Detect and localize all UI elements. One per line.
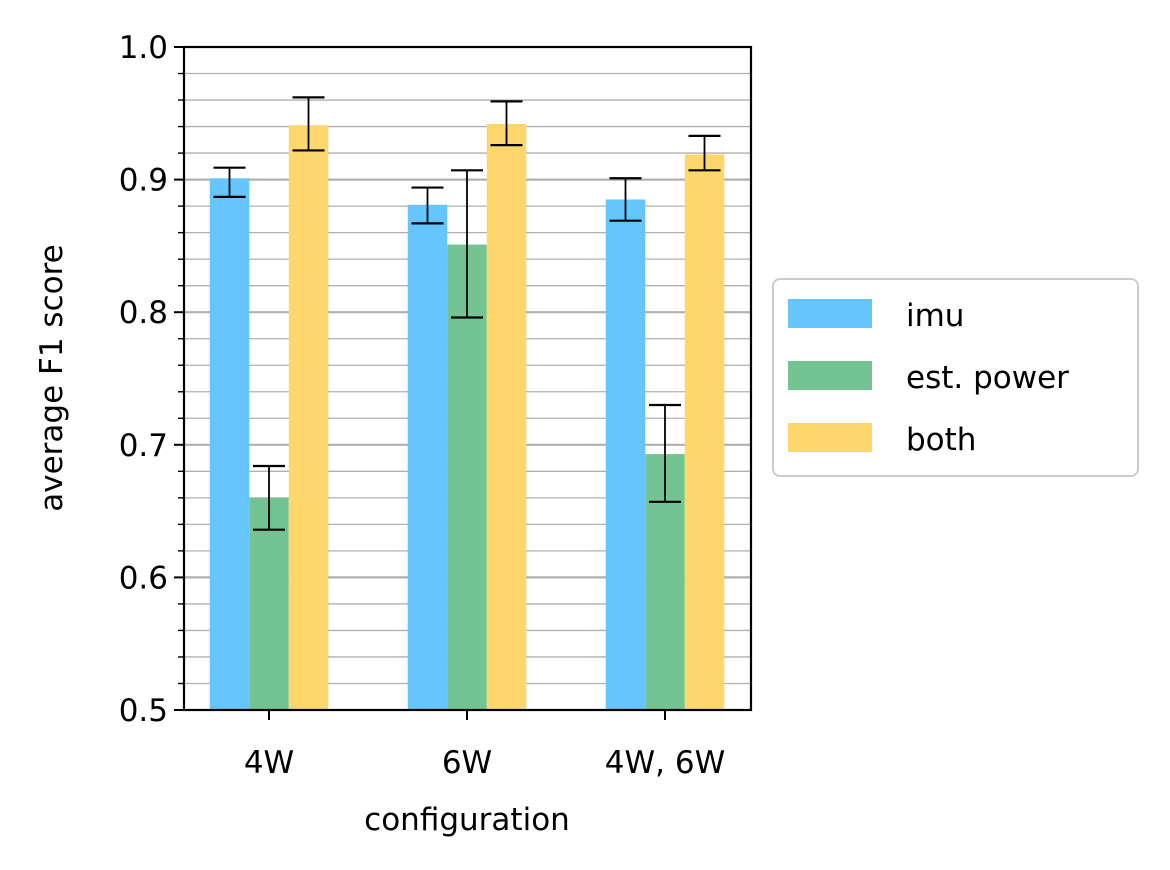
legend-swatch [788, 423, 872, 452]
x-tick-label: 4W, 6W [605, 745, 725, 781]
legend: imu est. power both [772, 278, 1139, 477]
legend-label: est. power [906, 360, 1069, 396]
bars-layer [209, 123, 725, 711]
bar [209, 178, 250, 711]
x-tick-label: 4W [244, 745, 294, 781]
y-tick-label: 0.6 [119, 560, 168, 596]
legend-swatch [788, 361, 872, 390]
x-tick-label: 6W [442, 745, 492, 781]
y-tick-label: 0.7 [119, 428, 168, 464]
y-axis-title: average F1 score [34, 244, 70, 511]
bar [407, 204, 448, 710]
y-axis: 0.5 0.6 0.7 0.8 0.9 1.0 [119, 30, 184, 729]
x-axis-title: configuration [364, 802, 570, 838]
x-axis: 4W 6W 4W, 6W [244, 710, 725, 781]
bar [447, 244, 487, 710]
y-tick-label: 0.9 [119, 163, 168, 199]
y-tick-label: 0.8 [119, 295, 168, 331]
y-tick-label: 1.0 [119, 30, 168, 66]
bar [249, 497, 289, 710]
y-tick-label: 0.5 [119, 693, 168, 729]
bar [288, 125, 329, 710]
bar [684, 154, 725, 710]
legend-label: both [906, 422, 976, 458]
error-bars-layer [213, 96, 721, 531]
bar [605, 199, 646, 711]
bar [486, 123, 527, 710]
legend-label: imu [906, 298, 964, 334]
legend-swatch [788, 299, 872, 328]
